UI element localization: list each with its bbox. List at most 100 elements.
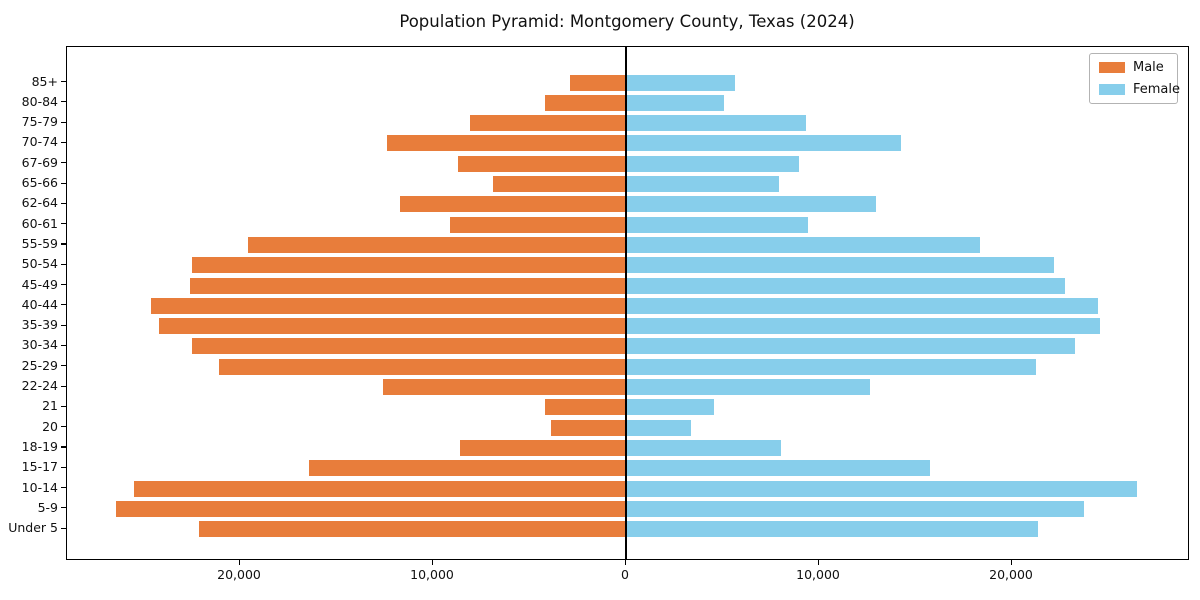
- male-bar: [199, 521, 626, 538]
- male-bar: [544, 399, 626, 416]
- y-tick-mark: [61, 243, 66, 245]
- female-bar: [627, 94, 724, 111]
- female-bar: [627, 399, 714, 416]
- y-tick-mark: [61, 344, 66, 347]
- y-tick-label: Under 5: [8, 520, 58, 536]
- y-tick-mark: [61, 121, 66, 123]
- y-tick-mark: [61, 405, 66, 407]
- y-tick-label: 85+: [31, 73, 58, 89]
- y-tick-label: 25-29: [21, 357, 58, 373]
- y-tick-mark: [61, 223, 66, 225]
- female-bar: [627, 521, 1039, 538]
- x-tick-mark: [818, 559, 820, 565]
- legend-entry-male: Male: [1099, 61, 1168, 74]
- y-tick-label: 50-54: [21, 256, 58, 272]
- y-tick-mark: [61, 446, 66, 448]
- y-tick-mark: [61, 304, 66, 306]
- y-tick-label: 70-74: [21, 134, 58, 150]
- y-tick-mark: [61, 527, 66, 529]
- y-tick-label: 65-66: [21, 175, 58, 190]
- male-bar: [458, 155, 626, 172]
- female-bar: [627, 236, 981, 253]
- male-bar: [151, 297, 626, 314]
- female-bar: [627, 460, 930, 477]
- y-tick-label: 35-39: [21, 317, 58, 333]
- male-bar: [544, 94, 626, 111]
- y-tick-label: 18-19: [21, 438, 58, 454]
- y-tick-mark: [61, 365, 66, 367]
- x-tick-mark: [1011, 559, 1013, 565]
- y-tick-label: 30-34: [21, 337, 58, 353]
- male-bar: [189, 277, 626, 294]
- male-bar: [460, 439, 626, 456]
- legend-entry-female: Female: [1099, 83, 1180, 96]
- y-tick-mark: [61, 507, 66, 509]
- female-bar: [627, 338, 1075, 355]
- zero-axis-line: [625, 47, 627, 559]
- male-bar: [550, 419, 626, 436]
- y-tick-mark: [61, 141, 66, 144]
- y-tick-label: 22-24: [21, 378, 58, 393]
- y-tick-label: 10-14: [21, 479, 58, 495]
- female-bar: [627, 277, 1066, 294]
- female-bar: [627, 196, 876, 213]
- y-tick-mark: [61, 466, 66, 468]
- y-tick-label: 60-61: [21, 215, 58, 231]
- male-bar: [191, 257, 626, 274]
- male-bar: [492, 176, 626, 192]
- x-tick-mark: [625, 559, 627, 565]
- y-tick-label: 15-17: [21, 459, 58, 475]
- legend-label: Male: [1133, 60, 1164, 75]
- male-bar: [191, 338, 626, 355]
- male-bar: [116, 500, 626, 517]
- y-tick-mark: [61, 487, 66, 489]
- male-swatch-icon: [1099, 62, 1125, 73]
- male-bar: [400, 196, 626, 213]
- y-tick-mark: [61, 284, 66, 286]
- male-bar: [386, 135, 626, 152]
- male-bar: [133, 480, 626, 497]
- y-tick-label: 80-84: [21, 93, 58, 109]
- male-bar: [309, 460, 626, 477]
- y-tick-label: 67-69: [21, 154, 58, 170]
- male-bar: [450, 216, 626, 233]
- y-tick-mark: [61, 182, 66, 184]
- y-tick-label: 40-44: [21, 296, 58, 312]
- x-tick-mark: [239, 559, 241, 565]
- male-bar: [382, 379, 626, 395]
- y-tick-label: 45-49: [21, 276, 58, 292]
- female-bar: [627, 176, 780, 192]
- x-tick-label: 10,000: [796, 567, 840, 582]
- female-bar: [627, 318, 1100, 335]
- x-tick-label: 10,000: [410, 567, 454, 582]
- x-tick-mark: [432, 559, 434, 565]
- female-bar: [627, 480, 1137, 497]
- y-tick-mark: [61, 324, 66, 326]
- y-tick-label: 75-79: [21, 114, 58, 130]
- male-bar: [218, 358, 626, 375]
- legend-label: Female: [1133, 82, 1181, 97]
- y-tick-label: 20: [42, 418, 58, 434]
- x-tick-label: 20,000: [217, 567, 261, 582]
- female-bar: [627, 500, 1085, 517]
- female-bar: [627, 297, 1098, 314]
- legend: Male Female: [1089, 53, 1180, 104]
- female-bar: [627, 115, 807, 132]
- female-bar: [627, 379, 871, 395]
- x-tick-label: 0: [621, 567, 629, 582]
- y-tick-label: 21: [42, 398, 58, 414]
- y-tick-mark: [61, 263, 66, 265]
- male-bar: [247, 236, 626, 253]
- y-tick-mark: [61, 101, 66, 103]
- female-bar: [627, 216, 809, 233]
- female-swatch-icon: [1099, 84, 1125, 95]
- female-bar: [627, 257, 1054, 274]
- male-bar: [158, 318, 626, 335]
- y-tick-label: 62-64: [21, 195, 58, 211]
- y-tick-mark: [61, 426, 66, 428]
- y-tick-mark: [61, 162, 66, 164]
- female-bar: [627, 439, 782, 456]
- y-tick-mark: [61, 385, 66, 387]
- plot-area: [66, 46, 1189, 560]
- male-bar: [469, 115, 626, 132]
